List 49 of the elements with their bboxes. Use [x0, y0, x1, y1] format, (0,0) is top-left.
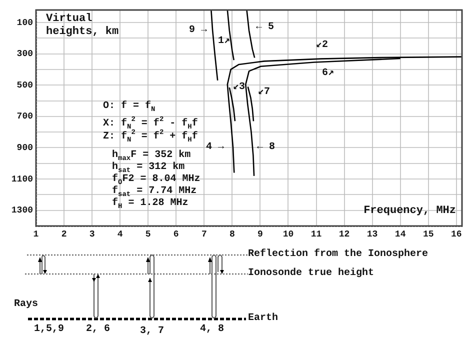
annotation: f$_{H}$ = 1.28 MHz	[112, 198, 188, 213]
text: 2, 6	[86, 324, 110, 336]
annotation: 6↗	[322, 68, 334, 80]
y-tick-label: 1300	[11, 206, 33, 216]
y-tick-label: 100	[16, 18, 33, 28]
text: Rays	[14, 299, 38, 311]
x-tick-label: 2	[61, 230, 67, 240]
x-axis-title: Frequency, MHz	[364, 205, 456, 217]
x-tick-label: 11	[310, 230, 322, 240]
x-tick-label: 15	[422, 230, 434, 240]
y-tick-label: 500	[16, 80, 33, 90]
text: 4, 8	[200, 324, 224, 336]
x-tick-label: 9	[258, 230, 263, 240]
annotation: h$_{sat}$ = 312 km	[112, 162, 185, 175]
annotation: ← 8	[257, 142, 276, 154]
y-axis-title: Virtual heights, km	[46, 13, 120, 39]
x-tick-label: 16	[450, 230, 462, 240]
annotation: O: f = f$_{N}$	[103, 101, 156, 116]
text: 1,5,9	[34, 324, 64, 336]
y-tick-label: 700	[16, 112, 33, 122]
annotation: Z: f$_{N}$$^{2}$ = f$^{2}$ + f$_{H}$f	[103, 129, 198, 144]
x-tick-label: 1	[33, 230, 40, 240]
text: 3, 7	[140, 326, 164, 338]
x-tick-label: 13	[366, 230, 378, 240]
x-tick-label: 12	[338, 230, 350, 240]
x-tick-label: 3	[89, 230, 95, 240]
annotation: ↙3	[233, 82, 246, 94]
annotation: ↙7	[258, 87, 270, 99]
text: Earth	[248, 313, 278, 325]
y-tick-label: 900	[16, 143, 33, 154]
y-tick-label: 300	[16, 49, 33, 60]
annotation: ↙2	[316, 40, 328, 52]
x-tick-label: 7	[201, 230, 207, 240]
annotation: ← 5	[256, 22, 274, 34]
annotation: h$_{max}$F = 352 km	[112, 150, 191, 163]
annotation: f$_{O}$F2 = 8.04 MHz	[112, 174, 200, 187]
x-tick-label: 6	[173, 230, 179, 240]
x-tick-label: 10	[282, 230, 294, 240]
x-tick-label: 14	[394, 230, 406, 240]
annotation: 1↗	[218, 36, 230, 48]
annotation: f$_{sat}$ = 7.74 MHz	[112, 186, 197, 199]
text: Reflection from the Ionosphere	[248, 249, 428, 261]
annotation: 9 →	[189, 25, 208, 37]
text: Ionosonde true height	[248, 268, 374, 280]
annotation: 4 →	[206, 142, 224, 154]
x-tick-label: 4	[117, 230, 124, 240]
x-tick-label: 5	[145, 230, 151, 240]
y-tick-label: 1100	[11, 174, 33, 184]
x-tick-label: 8	[229, 230, 235, 240]
